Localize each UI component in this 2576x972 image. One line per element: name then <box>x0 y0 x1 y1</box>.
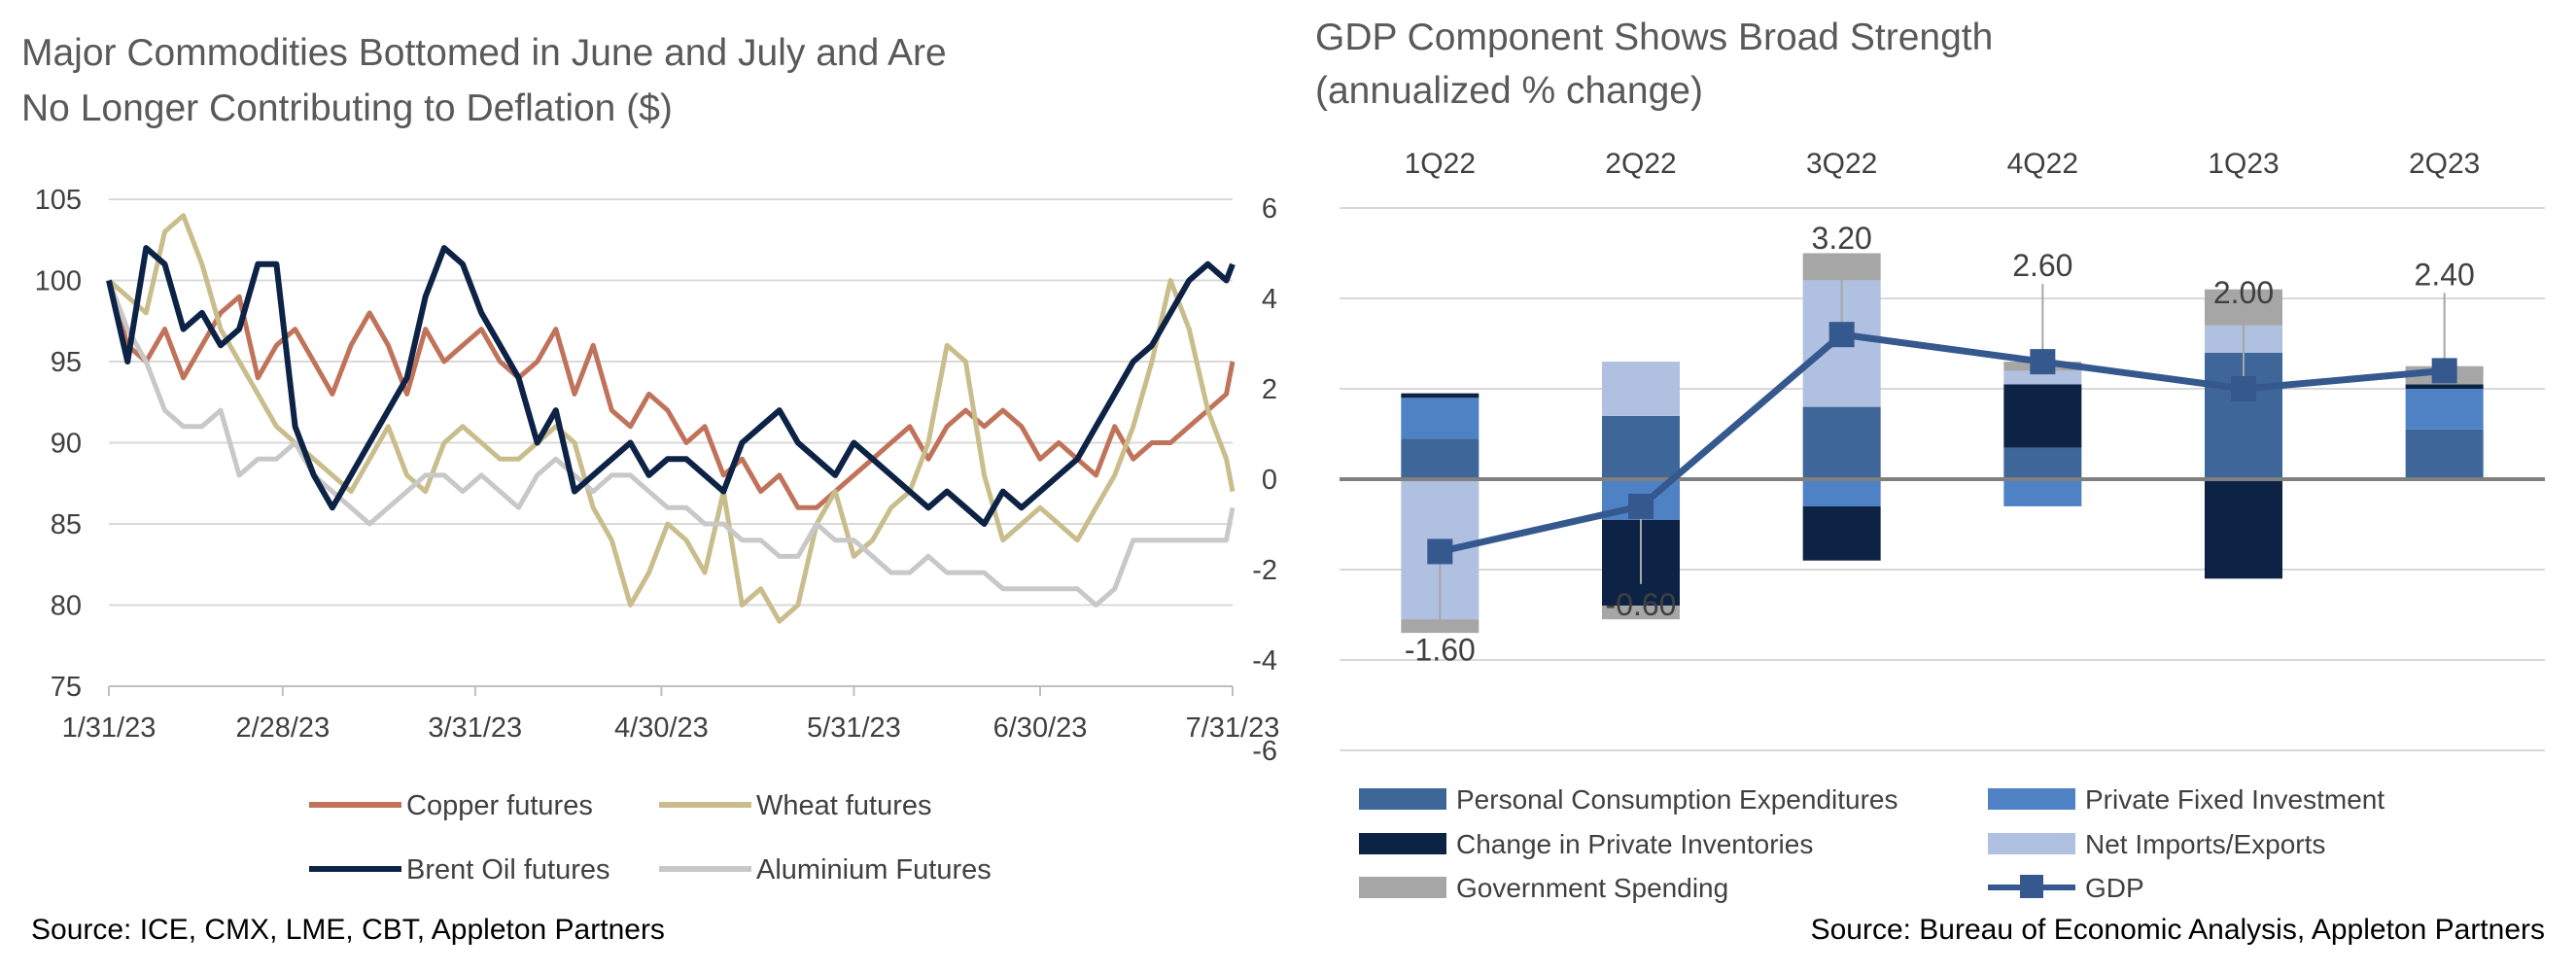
bar-segment-net <box>1602 362 1680 416</box>
right-category-label: 1Q22 <box>1405 148 1476 180</box>
left-chart-title-line1: Major Commodities Bottomed in June and J… <box>21 32 947 74</box>
gdp-line <box>1439 330 2446 555</box>
left-y-tick-label: 95 <box>51 347 82 378</box>
legend-label-pfi: Private Fixed Investment <box>2085 784 2385 815</box>
left-x-tick-label: 1/31/23 <box>62 712 157 744</box>
bar-segment-pfi <box>1401 398 1479 439</box>
left-x-tick-label: 3/31/23 <box>428 712 522 744</box>
left-x-tick-label: 4/30/23 <box>614 712 709 744</box>
left-x-tick-label: 6/30/23 <box>993 712 1088 744</box>
left-y-tick-label: 100 <box>35 266 82 297</box>
bar-segment-pfi <box>1802 479 1881 506</box>
legend-swatch-gov <box>1359 877 1446 898</box>
bar-segment-inventories <box>1401 393 1479 399</box>
right-chart-title-line1: GDP Component Shows Broad Strength <box>1315 17 1994 58</box>
legend-label-pce: Personal Consumption Expenditures <box>1456 784 1897 815</box>
gdp-data-label: -0.60 <box>1606 587 1677 622</box>
legend-label-gdp: GDP <box>2085 873 2144 903</box>
legend-swatch-pce <box>1359 788 1446 810</box>
gdp-marker <box>2231 376 2256 401</box>
right-y-tick-label: -6 <box>1252 736 1277 767</box>
right-category-label: 2Q23 <box>2409 148 2480 180</box>
legend-label-inventories: Change in Private Inventories <box>1456 829 1813 859</box>
right-category-label: 4Q22 <box>2007 148 2078 180</box>
left-chart-source: Source: ICE, CMX, LME, CBT, Appleton Par… <box>31 914 665 946</box>
left-y-tick-label: 105 <box>35 185 82 216</box>
series-line-brent <box>106 245 1236 527</box>
left-x-tick-label: 2/28/23 <box>235 712 330 744</box>
legend-swatch-inventories <box>1359 833 1446 854</box>
right-y-tick-label: 2 <box>1262 374 1277 405</box>
legend-label-gov: Government Spending <box>1456 873 1728 903</box>
right-y-tick-label: -4 <box>1252 645 1277 677</box>
gdp-marker <box>1628 493 1654 519</box>
bar-segment-inventories <box>2405 384 2484 389</box>
legend-swatch-pfi <box>1988 788 2075 810</box>
right-chart-title-line2: (annualized % change) <box>1315 70 1703 112</box>
gdp-data-label: 3.20 <box>1812 221 1872 256</box>
left-y-tick-label: 90 <box>51 429 82 460</box>
gdp-marker <box>2030 349 2056 375</box>
legend-label-copper: Copper futures <box>406 790 593 821</box>
left-y-tick-label: 85 <box>51 509 82 540</box>
left-x-tick-label: 7/31/23 <box>1186 712 1280 744</box>
gdp-data-label: -1.60 <box>1405 632 1476 667</box>
series-line-copper <box>106 279 1236 510</box>
gdp-data-label: 2.40 <box>2415 257 2475 292</box>
bar-segment-net <box>2003 370 2082 385</box>
legend-label-net: Net Imports/Exports <box>2085 829 2325 859</box>
series-line-aluminium <box>106 279 1236 608</box>
bar-segment-pce <box>2405 429 2484 479</box>
bar-segment-inventories <box>2003 384 2082 448</box>
commodities-line-chart: 75 80 85 90 95 100 105 1/31/23 2/28/23 3/31/23 4/3… <box>35 185 1280 885</box>
legend-swatch-net <box>1988 833 2075 854</box>
gdp-marker <box>1427 538 1453 565</box>
bar-segment-pce <box>1802 406 1881 479</box>
right-y-tick-label: 6 <box>1262 193 1277 225</box>
legend-label-brent: Brent Oil futures <box>406 854 610 885</box>
gdp-data-label: 2.60 <box>2012 248 2072 283</box>
right-category-label: 1Q23 <box>2208 148 2279 180</box>
right-chart-source: Source: Bureau of Economic Analysis, App… <box>1810 914 2545 946</box>
right-y-tick-label: -2 <box>1252 555 1277 586</box>
left-y-tick-label: 75 <box>51 672 82 703</box>
gdp-components-bar-chart: -6 -4 -2 0 2 4 6 1Q22 2Q22 3Q22 4Q22 1Q23 2Q23 -1.60 -… <box>1252 148 2545 903</box>
left-chart-title-line2: No Longer Contributing to Deflation ($) <box>21 87 673 129</box>
legend-label-wheat: Wheat futures <box>756 790 932 821</box>
bar-segment-inventories <box>1802 505 1881 561</box>
gdp-marker <box>1828 322 1855 348</box>
bar-segment-gov <box>1602 606 1680 620</box>
gdp-data-label: 2.00 <box>2213 275 2274 310</box>
bar-segment-pce <box>1602 415 1680 479</box>
right-y-tick-label: 0 <box>1262 465 1277 496</box>
bar-segment-pfi <box>2003 479 2082 506</box>
bar-segment-inventories <box>2205 479 2282 579</box>
right-y-tick-label: 4 <box>1262 284 1277 315</box>
bar-segment-pfi <box>2405 389 2484 430</box>
legend-swatch-gdp-marker <box>2020 875 2043 898</box>
right-category-label: 2Q22 <box>1605 148 1676 180</box>
gdp-marker <box>2431 358 2457 384</box>
right-category-label: 3Q22 <box>1806 148 1877 180</box>
legend-label-aluminium: Aluminium Futures <box>756 854 992 885</box>
left-x-tick-label: 5/31/23 <box>807 712 901 744</box>
bar-segment-pce <box>1401 438 1479 479</box>
left-y-tick-label: 80 <box>51 591 82 622</box>
bar-segment-pce <box>2003 447 2082 479</box>
